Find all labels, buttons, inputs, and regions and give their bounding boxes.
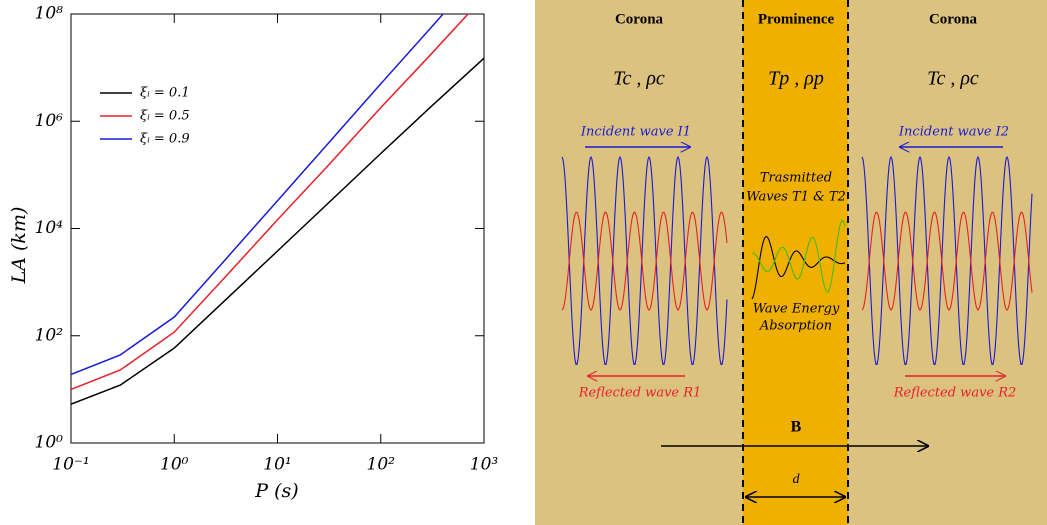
- series-line: [71, 14, 470, 391]
- plot-lines: [71, 14, 484, 405]
- absorption-label: Wave Energy: [753, 302, 840, 317]
- y-tick-label: 10⁸: [35, 4, 64, 24]
- transmitted-label: Trasmitted: [760, 171, 832, 186]
- x-axis-label: P (s): [254, 480, 298, 502]
- incident-label: Incident wave I1: [580, 125, 691, 140]
- series-line: [71, 57, 484, 405]
- x-tick-label: 10¹: [263, 455, 291, 475]
- wave: [752, 220, 846, 293]
- width-label: d: [793, 472, 801, 487]
- y-tick-label: 10²: [35, 325, 64, 345]
- region-label: Corona: [615, 11, 664, 27]
- transmitted-label: Waves T1 & T2: [746, 190, 846, 205]
- y-tick-label: 10⁴: [35, 218, 64, 238]
- parameters: Tc , ρc: [613, 68, 665, 90]
- y-axis-label: LA (km): [8, 207, 30, 285]
- wave: [561, 211, 728, 311]
- wave: [861, 211, 1033, 311]
- y-tick-label: 10⁶: [35, 111, 64, 131]
- legend-label: ξᵢ = 0.5: [140, 109, 190, 124]
- legend-label: ξᵢ = 0.9: [140, 132, 190, 147]
- plot-frame: [70, 13, 485, 444]
- region-label: Corona: [929, 11, 978, 27]
- reflected-label: Reflected wave R1: [578, 386, 702, 401]
- x-tick-label: 10⁻¹: [52, 455, 89, 475]
- legend-label: ξᵢ = 0.1: [140, 86, 190, 101]
- absorption-label: Absorption: [759, 319, 832, 334]
- region-label: Prominence: [758, 11, 835, 27]
- wave: [861, 155, 1033, 365]
- parameters: Tp , ρp: [768, 68, 824, 90]
- parameters: Tc , ρc: [927, 68, 979, 90]
- series-line: [71, 14, 445, 376]
- x-tick-label: 10³: [470, 455, 499, 475]
- x-tick-label: 10⁰: [160, 455, 189, 475]
- incident-label: Incident wave I2: [898, 125, 1009, 140]
- diagram: Corona Prominence Corona Tc , ρc Tp , ρp…: [535, 0, 1047, 525]
- reflected-label: Reflected wave R2: [893, 386, 1017, 401]
- wave: [751, 236, 846, 300]
- y-tick-label: 10⁰: [35, 433, 64, 453]
- field-label: B: [791, 419, 802, 436]
- wave: [561, 155, 728, 365]
- x-tick-label: 10²: [367, 455, 396, 475]
